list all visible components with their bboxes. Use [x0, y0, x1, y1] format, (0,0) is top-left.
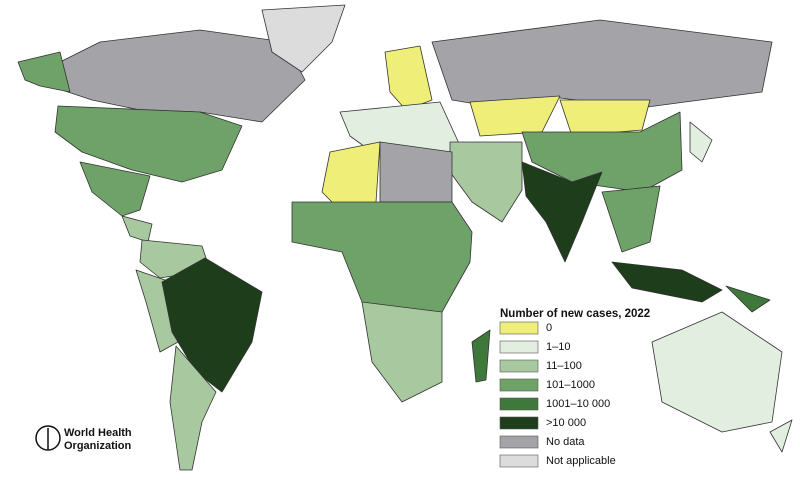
who-logo: World Health Organization	[35, 425, 132, 452]
legend-swatch	[499, 435, 539, 449]
legend-label: 1001–10 000	[546, 398, 610, 410]
region	[471, 329, 491, 383]
region	[79, 161, 151, 217]
legend: Number of new cases, 2022 0 1–10 11–100 101…	[499, 308, 650, 468]
legend-swatch	[499, 378, 539, 392]
region	[601, 185, 661, 253]
legend-label: >10 000	[546, 417, 586, 429]
legend-label: No data	[546, 436, 585, 448]
region	[54, 105, 243, 183]
legend-label: 0	[546, 322, 552, 334]
region	[725, 285, 771, 313]
region	[161, 257, 263, 393]
legend-swatch	[499, 416, 539, 430]
region	[611, 261, 723, 303]
region	[17, 51, 71, 93]
legend-label: Not applicable	[546, 455, 616, 467]
legend-label: 11–100	[546, 360, 582, 372]
region	[321, 141, 381, 213]
legend-swatch	[499, 359, 539, 373]
region	[559, 99, 651, 137]
region	[449, 141, 523, 223]
region	[651, 311, 783, 433]
legend-swatch	[499, 454, 539, 468]
legend-swatch	[499, 321, 539, 335]
region	[521, 111, 683, 193]
region	[769, 419, 793, 453]
region	[361, 301, 443, 403]
region	[521, 161, 603, 263]
region	[689, 121, 713, 163]
legend-swatch	[499, 397, 539, 411]
region	[261, 4, 346, 73]
region	[431, 19, 773, 109]
region	[121, 215, 153, 243]
legend-swatch	[499, 340, 539, 354]
legend-label: 101–1000	[546, 379, 595, 391]
region	[135, 269, 179, 353]
legend-label: 1–10	[546, 341, 570, 353]
legend-title: Number of new cases, 2022	[500, 308, 650, 320]
region	[379, 141, 453, 203]
world-map	[17, 4, 793, 471]
region	[169, 345, 217, 471]
logo-text: Organization	[64, 440, 132, 452]
legend-items: 0 1–10 11–100 101–1000 1001–10 000 >10 000 No …	[499, 321, 616, 468]
region	[469, 95, 561, 137]
logo-text: World Health	[64, 427, 132, 439]
region	[59, 29, 306, 123]
region	[384, 45, 433, 111]
